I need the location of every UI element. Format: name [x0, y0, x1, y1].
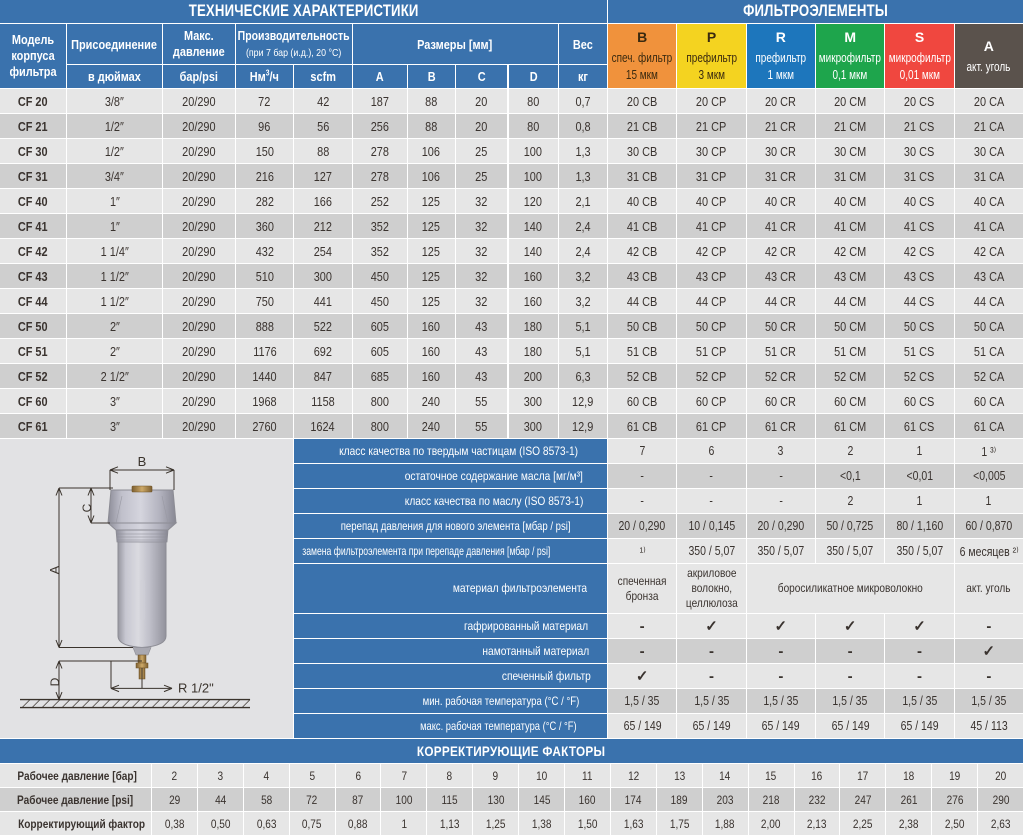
svg-text:R 1/2": R 1/2": [178, 681, 214, 696]
svg-text:C: C: [80, 503, 94, 512]
svg-text:B: B: [138, 454, 147, 469]
svg-text:A: A: [47, 565, 62, 574]
svg-text:D: D: [48, 677, 62, 686]
